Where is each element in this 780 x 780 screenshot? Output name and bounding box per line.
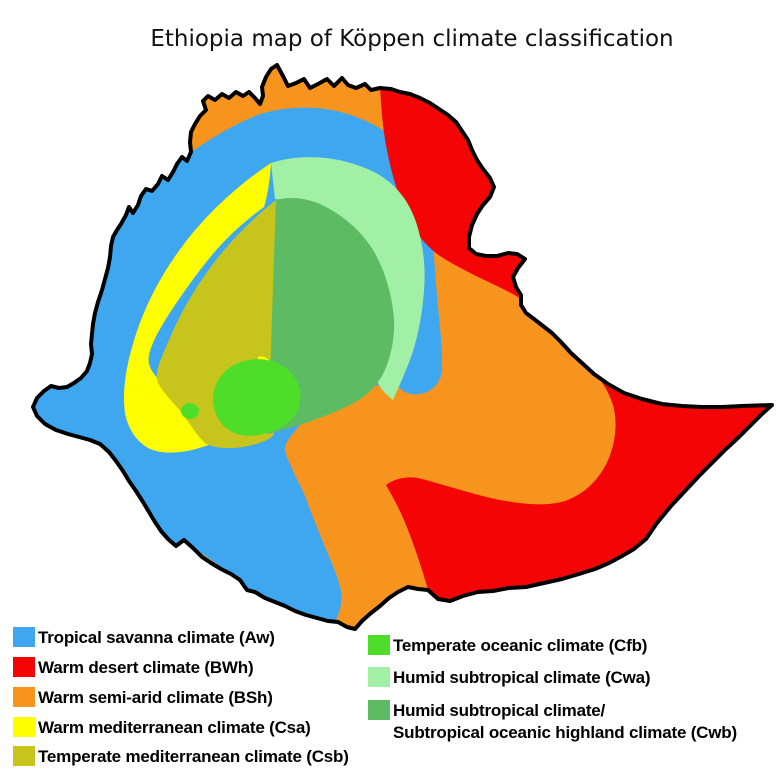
legend-swatch-bwh: [13, 657, 35, 677]
legend-label-csa: Warm mediterranean climate (Csa): [38, 718, 311, 737]
legend-label-bsh: Warm semi-arid climate (BSh): [38, 688, 273, 707]
legend-item-cwa: Humid subtropical climate (Cwa): [368, 667, 651, 689]
region-warm-desert-bwh-ogaden: [386, 356, 772, 601]
legend-label-cwb-line1: Humid subtropical climate/: [393, 701, 606, 720]
legend-swatch-cwb: [368, 700, 390, 720]
legend-swatch-bsh: [13, 687, 35, 707]
legend-item-cwb: Humid subtropical climate/ Subtropical o…: [368, 700, 737, 744]
region-subtropical-highland-cwb: [268, 198, 395, 434]
region-warm-mediterranean-csa: [123, 163, 272, 453]
legend-item-bwh: Warm desert climate (BWh): [13, 657, 254, 679]
legend-swatch-csb: [13, 746, 35, 766]
region-temperate-oceanic-cfb: [213, 359, 301, 436]
legend-item-bsh: Warm semi-arid climate (BSh): [13, 687, 273, 709]
legend-label-cwa: Humid subtropical climate (Cwa): [393, 668, 651, 687]
legend-swatch-cfb: [368, 635, 390, 655]
legend-item-csb: Temperate mediterranean climate (Csb): [13, 746, 349, 768]
region-temperate-oceanic-cfb-dot: [181, 403, 199, 419]
legend-label-csb: Temperate mediterranean climate (Csb): [38, 747, 349, 766]
legend-swatch-csa: [13, 717, 35, 737]
legend-swatch-aw: [13, 627, 35, 647]
legend-label-bwh: Warm desert climate (BWh): [38, 658, 254, 677]
legend-item-cfb: Temperate oceanic climate (Cfb): [368, 635, 647, 657]
legend-label-cfb: Temperate oceanic climate (Cfb): [393, 636, 648, 655]
map-title: Ethiopia map of Köppen climate classific…: [150, 26, 674, 52]
legend-label-cwb-line2: Subtropical oceanic highland climate (Cw…: [393, 723, 737, 742]
legend-item-csa: Warm mediterranean climate (Csa): [13, 717, 311, 739]
legend-item-aw: Tropical savanna climate (Aw): [13, 627, 275, 649]
legend-label-aw: Tropical savanna climate (Aw): [38, 628, 275, 647]
legend-swatch-cwa: [368, 667, 390, 687]
region-warm-desert-bwh-afar: [380, 88, 549, 326]
